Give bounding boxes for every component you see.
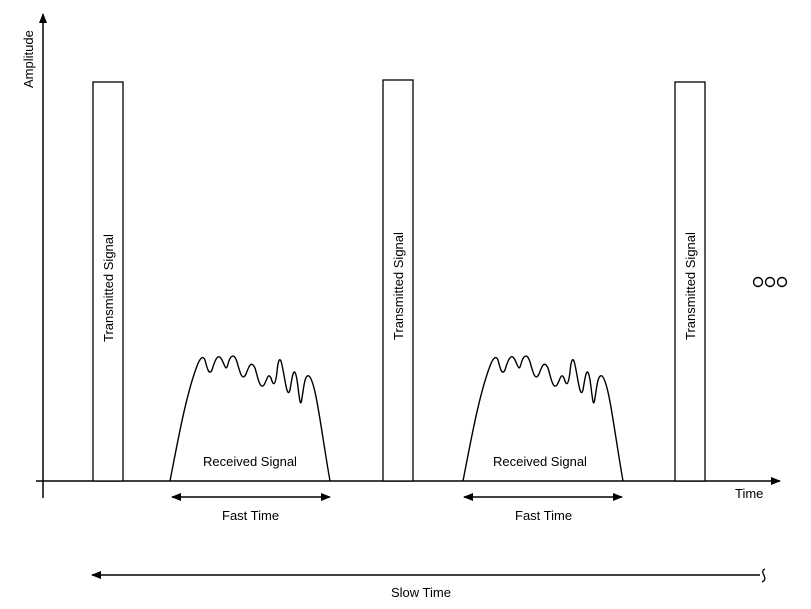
transmitted-pulse-label: Transmitted Signal	[101, 234, 116, 342]
axis-break-icon	[761, 568, 766, 583]
slow-time-label: Slow Time	[391, 585, 451, 600]
x-axis-label: Time	[735, 486, 763, 501]
transmitted-pulse: Transmitted Signal	[674, 81, 706, 482]
transmitted-pulse-label: Transmitted Signal	[391, 232, 406, 340]
received-signal-label: Received Signal	[493, 454, 587, 469]
fast-time-indicator: Fast Time	[463, 493, 623, 523]
continuation-ellipsis-icon	[752, 276, 788, 288]
slow-time-indicator: Slow Time	[91, 568, 766, 600]
transmitted-pulse-label: Transmitted Signal	[683, 232, 698, 340]
y-axis-label: Amplitude	[21, 30, 36, 88]
fast-time-label: Fast Time	[222, 508, 279, 523]
fast-time-indicator: Fast Time	[171, 493, 331, 523]
transmitted-pulse: Transmitted Signal	[382, 79, 414, 482]
fast-time-label: Fast Time	[515, 508, 572, 523]
received-signal-label: Received Signal	[203, 454, 297, 469]
transmitted-pulse: Transmitted Signal	[92, 81, 124, 482]
received-signal: Received Signal	[169, 355, 331, 482]
received-signal: Received Signal	[462, 355, 624, 482]
